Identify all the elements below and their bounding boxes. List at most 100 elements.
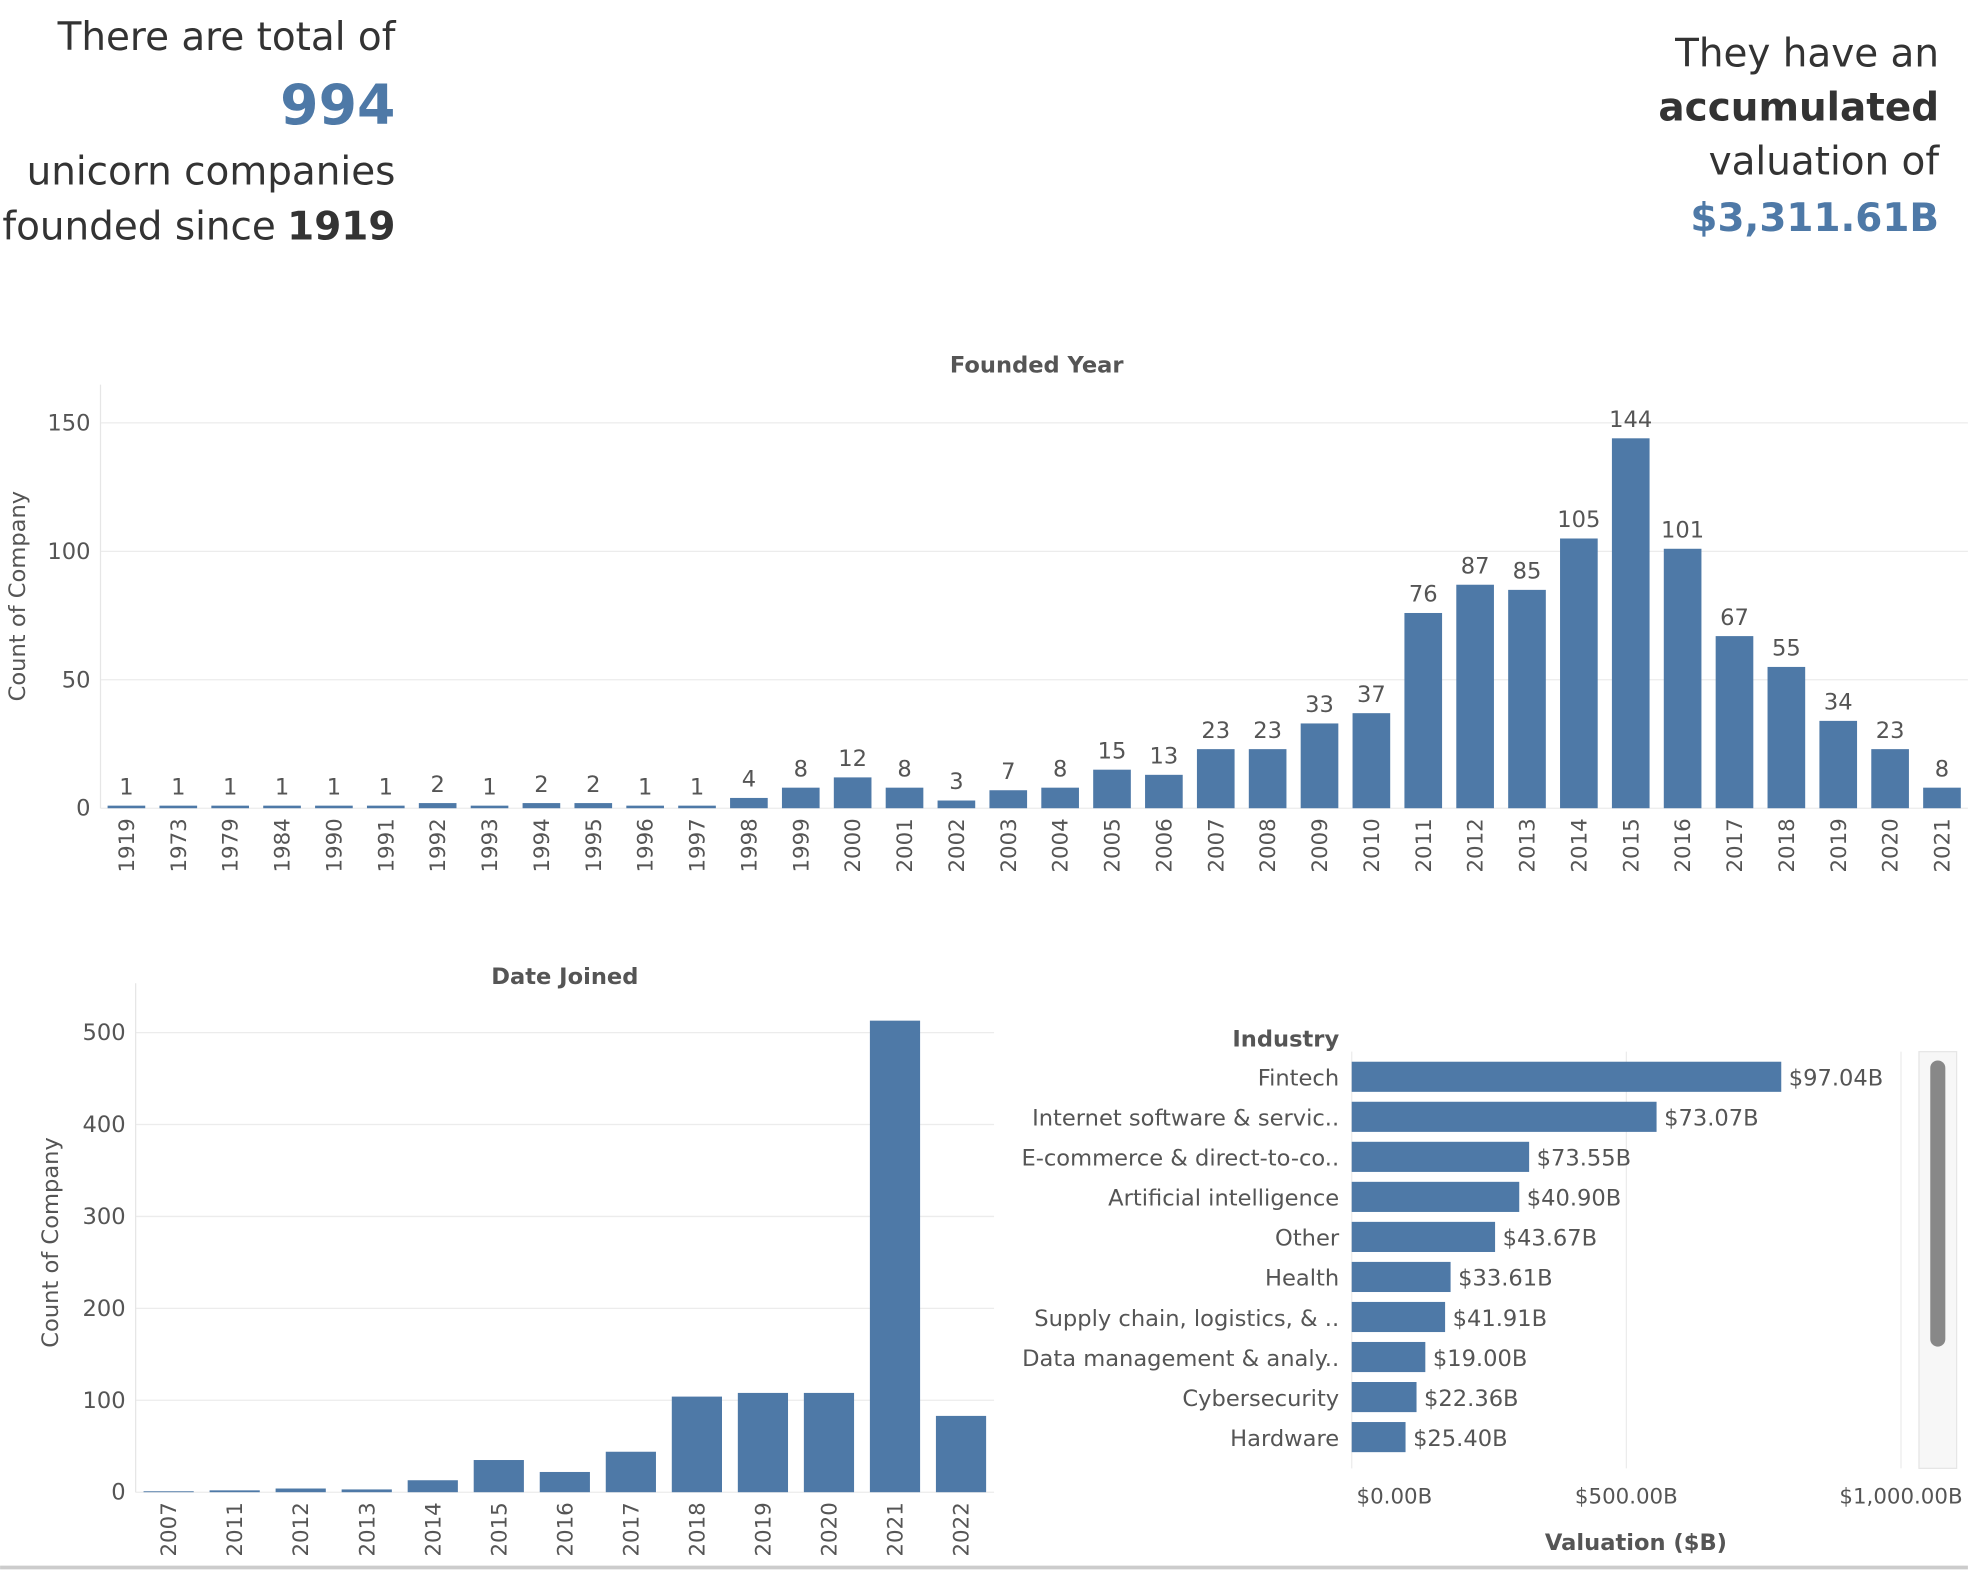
x-tick-label: 2016 [1671,818,1696,872]
value-label: 1 [379,774,393,800]
value-label: 67 [1720,605,1749,631]
value-label: 8 [897,756,911,782]
bar [885,787,924,809]
category-label: Artificial intelligence [1108,1186,1339,1212]
x-tick-label: 1994 [530,818,555,872]
bar [626,805,664,809]
bar [473,1460,524,1493]
bar [539,1471,590,1493]
value-label: 1 [690,774,704,800]
bar [159,805,198,809]
x-tick-label: 2018 [685,1502,710,1556]
bar [1923,787,1961,809]
y-tick-label: 0 [76,796,90,822]
value-label: 12 [838,746,867,772]
bar [1611,438,1650,809]
x-tick-label: $1,000.00B [1839,1484,1962,1509]
value-label: 8 [1053,756,1067,782]
bar [1456,584,1494,809]
bar [574,803,613,809]
bar [315,805,353,809]
bar [470,805,509,809]
value-label: $22.36B [1424,1386,1519,1412]
bar [209,1490,260,1493]
value-label: $40.90B [1527,1186,1622,1212]
x-tick-label: 2020 [1879,818,1904,872]
kpi-valuation: $3,311.61B [1690,196,1939,241]
value-label: 3 [949,769,963,795]
x-tick-label: 2015 [1619,818,1644,872]
kpi-year: 1919 [287,205,395,250]
value-label: 1 [119,774,133,800]
y-tick-label: 300 [82,1204,125,1230]
scrollbar-thumb[interactable] [1930,1060,1946,1347]
bar [1404,612,1443,809]
x-tick-label: 2003 [997,818,1022,872]
bar [1508,589,1546,809]
bar [989,790,1028,809]
value-label: 1 [223,774,237,800]
kpi-count: 994 [280,74,395,138]
y-tick-label: 400 [82,1112,125,1138]
bar [1351,1382,1417,1413]
x-tick-label: 2005 [1101,818,1126,872]
bar [869,1020,921,1493]
bar [1663,548,1702,809]
x-tick-label: 2002 [945,818,970,872]
bar [1767,666,1806,809]
x-tick-label: 1973 [167,818,192,872]
bar [522,803,561,809]
x-tick-label: 2011 [1412,818,1437,872]
x-tick-label: 2014 [1567,818,1592,872]
kpi-text: valuation of [1709,139,1941,184]
x-tick-label: 2022 [950,1502,975,1556]
bar [671,1396,722,1493]
x-tick-label: 1984 [271,818,296,872]
x-tick-label: 2004 [1049,818,1074,872]
category-label: Supply chain, logistics, & .. [1034,1306,1339,1332]
x-tick-label: 1995 [582,818,607,872]
value-label: $19.00B [1433,1346,1528,1372]
x-tick-label: 1992 [426,818,451,872]
bar [803,1392,855,1493]
value-label: 23 [1201,718,1230,744]
value-label: 1 [482,774,496,800]
value-label: 23 [1253,718,1282,744]
bar [1041,787,1079,809]
x-tick-label: $500.00B [1575,1484,1678,1509]
value-label: 8 [794,756,808,782]
value-label: 7 [1001,759,1015,785]
x-tick-label: $0.00B [1357,1484,1433,1509]
bar [1093,769,1131,809]
bar [211,805,249,809]
bar [263,805,301,809]
x-tick-label: 2013 [355,1502,380,1556]
x-tick-label: 2021 [1931,818,1956,872]
value-label: $73.55B [1537,1146,1632,1172]
x-tick-label: 1996 [634,818,659,872]
x-tick-label: 1919 [115,818,140,872]
category-label: Fintech [1258,1066,1339,1092]
x-tick-label: 2016 [553,1502,578,1556]
x-tick-label: 2008 [1256,818,1281,872]
bar [1196,749,1235,809]
bar [737,1392,789,1493]
x-tick-label: 2009 [1308,818,1333,872]
kpi-text: accumulated [1658,85,1939,130]
bar [1351,1301,1446,1333]
value-label: 55 [1772,636,1801,662]
x-tick-label: 2000 [841,818,866,872]
bar [935,1415,987,1493]
bar [1351,1261,1451,1293]
y-tick-label: 500 [82,1020,125,1046]
bar [418,803,457,809]
y-tick-label: 100 [47,539,90,565]
x-tick-label: 1990 [322,818,347,872]
chart-title: Date Joined [491,964,638,990]
y-tick-label: 200 [82,1296,125,1322]
x-axis-title: Valuation ($B) [1545,1530,1727,1556]
value-label: 105 [1557,507,1600,533]
y-tick-label: 0 [111,1480,125,1506]
value-label: 144 [1609,407,1652,433]
